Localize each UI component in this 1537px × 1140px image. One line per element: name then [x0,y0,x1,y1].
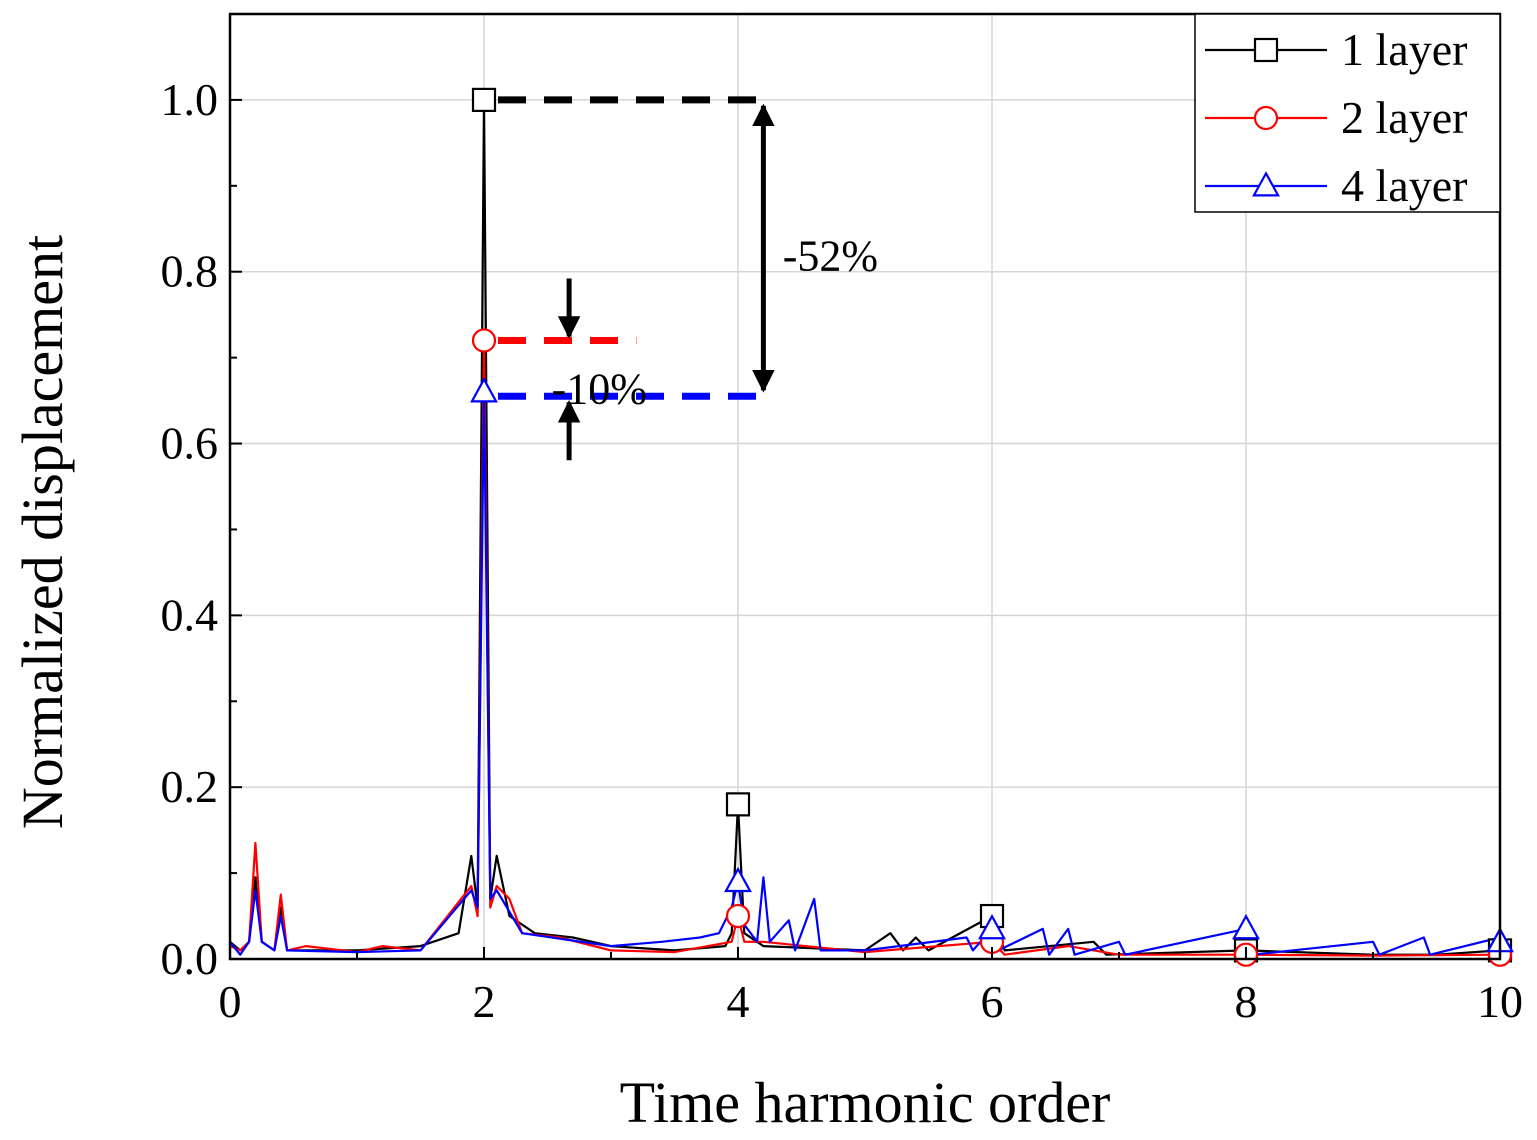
axis-labels: Time harmonic order Normalized displacem… [10,235,1110,1135]
y-tick-label: 1.0 [161,74,219,125]
data-point-2-layer-2 [725,903,751,929]
axes: 0 2 4 6 8 10 0.0 0.2 0.4 0.6 0.8 1.0 [161,12,1523,1027]
y-tick-label: 0.2 [161,761,219,812]
series-line-1-layer [230,98,1500,956]
x-tick-label: 2 [473,976,496,1027]
data-point-4-layer-1 [470,377,498,403]
data-point-4-layer-2 [724,866,752,893]
annotations: -52% -10% [552,103,878,461]
series-lines [230,98,1500,957]
y-tick-label: 0.6 [161,418,219,469]
data-point-4-layer-4 [1232,913,1260,940]
x-tick-label: 6 [981,976,1004,1027]
y-tick-label: 0.8 [161,246,219,297]
legend-marker-1 [1253,37,1279,63]
data-point-1-layer-2 [725,792,751,817]
series-line-2-layer [230,339,1500,957]
x-tick-label: 4 [727,976,750,1027]
x-tick-label: 8 [1235,976,1258,1027]
data-point-1-layer-1 [471,87,497,113]
x-tick-label: 10 [1477,976,1523,1027]
y-axis-title: Normalized displacement [10,235,75,829]
annotation-label-1: -52% [783,232,878,281]
data-point-4-layer-3 [978,913,1006,940]
series-line-4-layer [230,390,1500,956]
legend-box [1194,13,1501,213]
x-tick-label: 0 [219,976,242,1027]
legend-marker-3 [1252,171,1280,197]
legend-marker-2 [1253,105,1279,131]
data-point-2-layer-1 [471,328,497,353]
legend: 1 layer 2 layer 4 layer [1194,13,1501,213]
reference-lines [498,96,764,400]
legend-label-3: 4 layer [1341,160,1467,211]
legend-label-1: 1 layer [1341,24,1467,75]
series-markers [470,87,1514,967]
y-tick-label: 0.4 [161,589,219,640]
annotation-label-2: -10% [552,365,647,414]
x-axis-title: Time harmonic order [620,1070,1111,1135]
y-tick-label: 0.0 [161,933,219,984]
legend-label-2: 2 layer [1341,92,1467,143]
